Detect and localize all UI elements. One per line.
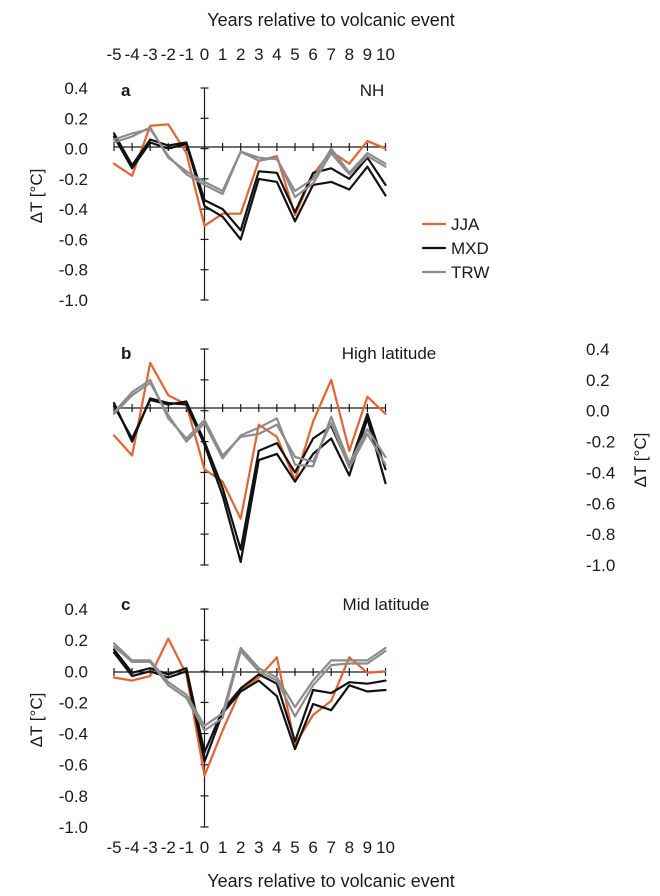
panel-c-y-tick-label: -0.2 <box>59 693 88 712</box>
top-axis-tick-label: 5 <box>290 45 299 64</box>
panel-c-y-tick-label: 0.0 <box>64 662 88 681</box>
panel-a-ylabel: ΔT [°C] <box>27 169 46 224</box>
panel-c-y-tick-label: 0.4 <box>64 600 88 619</box>
legend-label-mxd: MXD <box>451 239 489 258</box>
top-axis-tick-label: -3 <box>143 45 158 64</box>
legend-label-trw: TRW <box>451 263 489 282</box>
panel-a-y-tick-label: -0.2 <box>59 170 88 189</box>
panel-a-y-tick-label: -0.6 <box>59 230 88 249</box>
bottom-axis-tick-label: 4 <box>272 838 281 857</box>
panel-a: a NH ΔT [°C] 0.4 0.2 0.0 -0.2 -0.4 -0.6 -0.8 -1… <box>27 79 489 310</box>
top-axis-tick-label: 3 <box>254 45 263 64</box>
top-axis: Years relative to volcanic event -5 -4 -3-… <box>106 10 454 64</box>
legend-label-jja: JJA <box>451 215 480 234</box>
bottom-axis-tick-label: -1 <box>179 838 194 857</box>
panel-b-series-jja-line <box>112 361 387 520</box>
bottom-axis-tick-label: 5 <box>290 838 299 857</box>
panel-a-y-tick-label: -0.4 <box>59 200 88 219</box>
panel-c: c Mid latitude ΔT [°C] 0.4 0.2 0.0 -0.2 -0.4… <box>27 595 429 837</box>
panel-b-y-tick-label: 0.4 <box>586 340 610 359</box>
panel-a-y-tick-label: -1.0 <box>59 291 88 310</box>
panel-a-y-tick-label: 0.4 <box>64 79 88 98</box>
panel-c-y-tick-label: 0.2 <box>64 631 88 650</box>
panel-a-y-tick-label: 0.2 <box>64 109 88 128</box>
panel-a-series <box>112 123 387 241</box>
bottom-axis-tick-label: 0 <box>200 838 209 857</box>
panel-b-letter: b <box>121 344 131 363</box>
panel-a-title: NH <box>360 81 385 100</box>
panel-b-y-tick-label: 0.0 <box>586 402 610 421</box>
panel-c-y-tick-labels: 0.4 0.2 0.0 -0.2 -0.4 -0.6 -0.8 -1.0 <box>59 600 88 837</box>
top-axis-tick-label: 0 <box>200 45 209 64</box>
top-axis-tick-label: 9 <box>363 45 372 64</box>
top-axis-title: Years relative to volcanic event <box>207 10 454 30</box>
panel-c-y-tick-label: -0.4 <box>59 725 88 744</box>
panel-a-y-tick-label: 0.0 <box>64 140 88 159</box>
panel-a-letter: a <box>121 81 131 100</box>
panel-b-series-trw-line <box>112 378 387 469</box>
panel-c-y-tick-label: -1.0 <box>59 818 88 837</box>
bottom-axis-tick-label: -4 <box>125 838 140 857</box>
panel-b: b High latitude ΔT [°C] 0.4 0.2 0.0 -0.2 -0.… <box>112 340 650 575</box>
bottom-axis-tick-label: 7 <box>326 838 335 857</box>
panel-b-y-tick-label: 0.2 <box>586 371 610 390</box>
panel-c-series-jja-line <box>112 637 387 777</box>
top-axis-tick-label: 6 <box>308 45 317 64</box>
bottom-axis-tick-label: 3 <box>254 838 263 857</box>
panel-b-y-tick-label: -0.4 <box>586 463 615 482</box>
panel-b-y-tick-labels: 0.4 0.2 0.0 -0.2 -0.4 -0.6 -0.8 -1.0 <box>586 340 615 575</box>
top-axis-tick-label: 4 <box>272 45 281 64</box>
panel-a-axes <box>113 87 387 301</box>
top-axis-tick-label: -2 <box>161 45 176 64</box>
bottom-axis-tick-label: 10 <box>376 838 395 857</box>
panel-c-letter: c <box>121 595 130 614</box>
panel-c-ylabel: ΔT [°C] <box>27 693 46 748</box>
bottom-axis-tick-label: 2 <box>236 838 245 857</box>
top-axis-tick-label: -5 <box>106 45 121 64</box>
legend: JJA MXD TRW <box>421 215 489 282</box>
panel-c-series <box>112 637 387 777</box>
panel-b-y-tick-label: -0.8 <box>586 525 615 544</box>
panel-b-y-tick-label: -0.2 <box>586 433 615 452</box>
panel-b-y-tick-label: -0.6 <box>586 494 615 513</box>
panel-a-series-mxd-line <box>112 132 387 232</box>
panel-c-y-tick-label: -0.6 <box>59 756 88 775</box>
bottom-axis-tick-label: 6 <box>308 838 317 857</box>
panel-c-title: Mid latitude <box>343 595 430 614</box>
bottom-axis-tick-label: -5 <box>106 838 121 857</box>
panel-b-ylabel: ΔT [°C] <box>631 433 650 488</box>
top-axis-tick-label: -4 <box>125 45 140 64</box>
bottom-axis-tick-label: -2 <box>161 838 176 857</box>
panel-c-series-trw-line <box>112 642 387 727</box>
panel-a-series-jja-line <box>112 123 387 227</box>
panel-b-axes <box>113 348 387 566</box>
panel-c-series-trw-line <box>112 645 387 732</box>
bottom-axis-tick-label: 9 <box>363 838 372 857</box>
panel-b-series <box>112 361 387 564</box>
panel-b-y-tick-label: -1.0 <box>586 556 615 575</box>
panel-b-title: High latitude <box>342 344 437 363</box>
bottom-axis-tick-label: -3 <box>143 838 158 857</box>
panel-b-series-mxd-line <box>112 397 387 564</box>
bottom-axis-tick-labels: -5 -4 -3 -2 -1 0 1 2 3 4 5 6 7 8 9 10 <box>106 838 395 857</box>
bottom-axis-tick-label: 8 <box>345 838 354 857</box>
top-axis-tick-label: -1 <box>179 45 194 64</box>
panel-c-axes <box>113 608 387 828</box>
panel-a-y-tick-labels: 0.4 0.2 0.0 -0.2 -0.4 -0.6 -0.8 -1.0 <box>59 79 88 310</box>
panel-c-y-tick-label: -0.8 <box>59 787 88 806</box>
bottom-axis-tick-label: 1 <box>218 838 227 857</box>
top-axis-tick-labels: -5 -4 -3 -2 -1 0 1 2 3 4 5 6 7 8 9 10 <box>106 45 395 64</box>
top-axis-tick-label: 7 <box>326 45 335 64</box>
top-axis-tick-label: 2 <box>236 45 245 64</box>
panel-a-y-tick-label: -0.8 <box>59 261 88 280</box>
top-axis-tick-label: 8 <box>345 45 354 64</box>
panel-a-series-trw-line <box>112 126 387 193</box>
panel-a-series-mxd-line <box>112 135 387 241</box>
top-axis-tick-label: 1 <box>218 45 227 64</box>
bottom-axis: -5 -4 -3 -2 -1 0 1 2 3 4 5 6 7 8 9 10 Years relative to… <box>106 838 454 891</box>
top-axis-tick-label: 10 <box>376 45 395 64</box>
bottom-axis-title: Years relative to volcanic event <box>207 871 454 891</box>
